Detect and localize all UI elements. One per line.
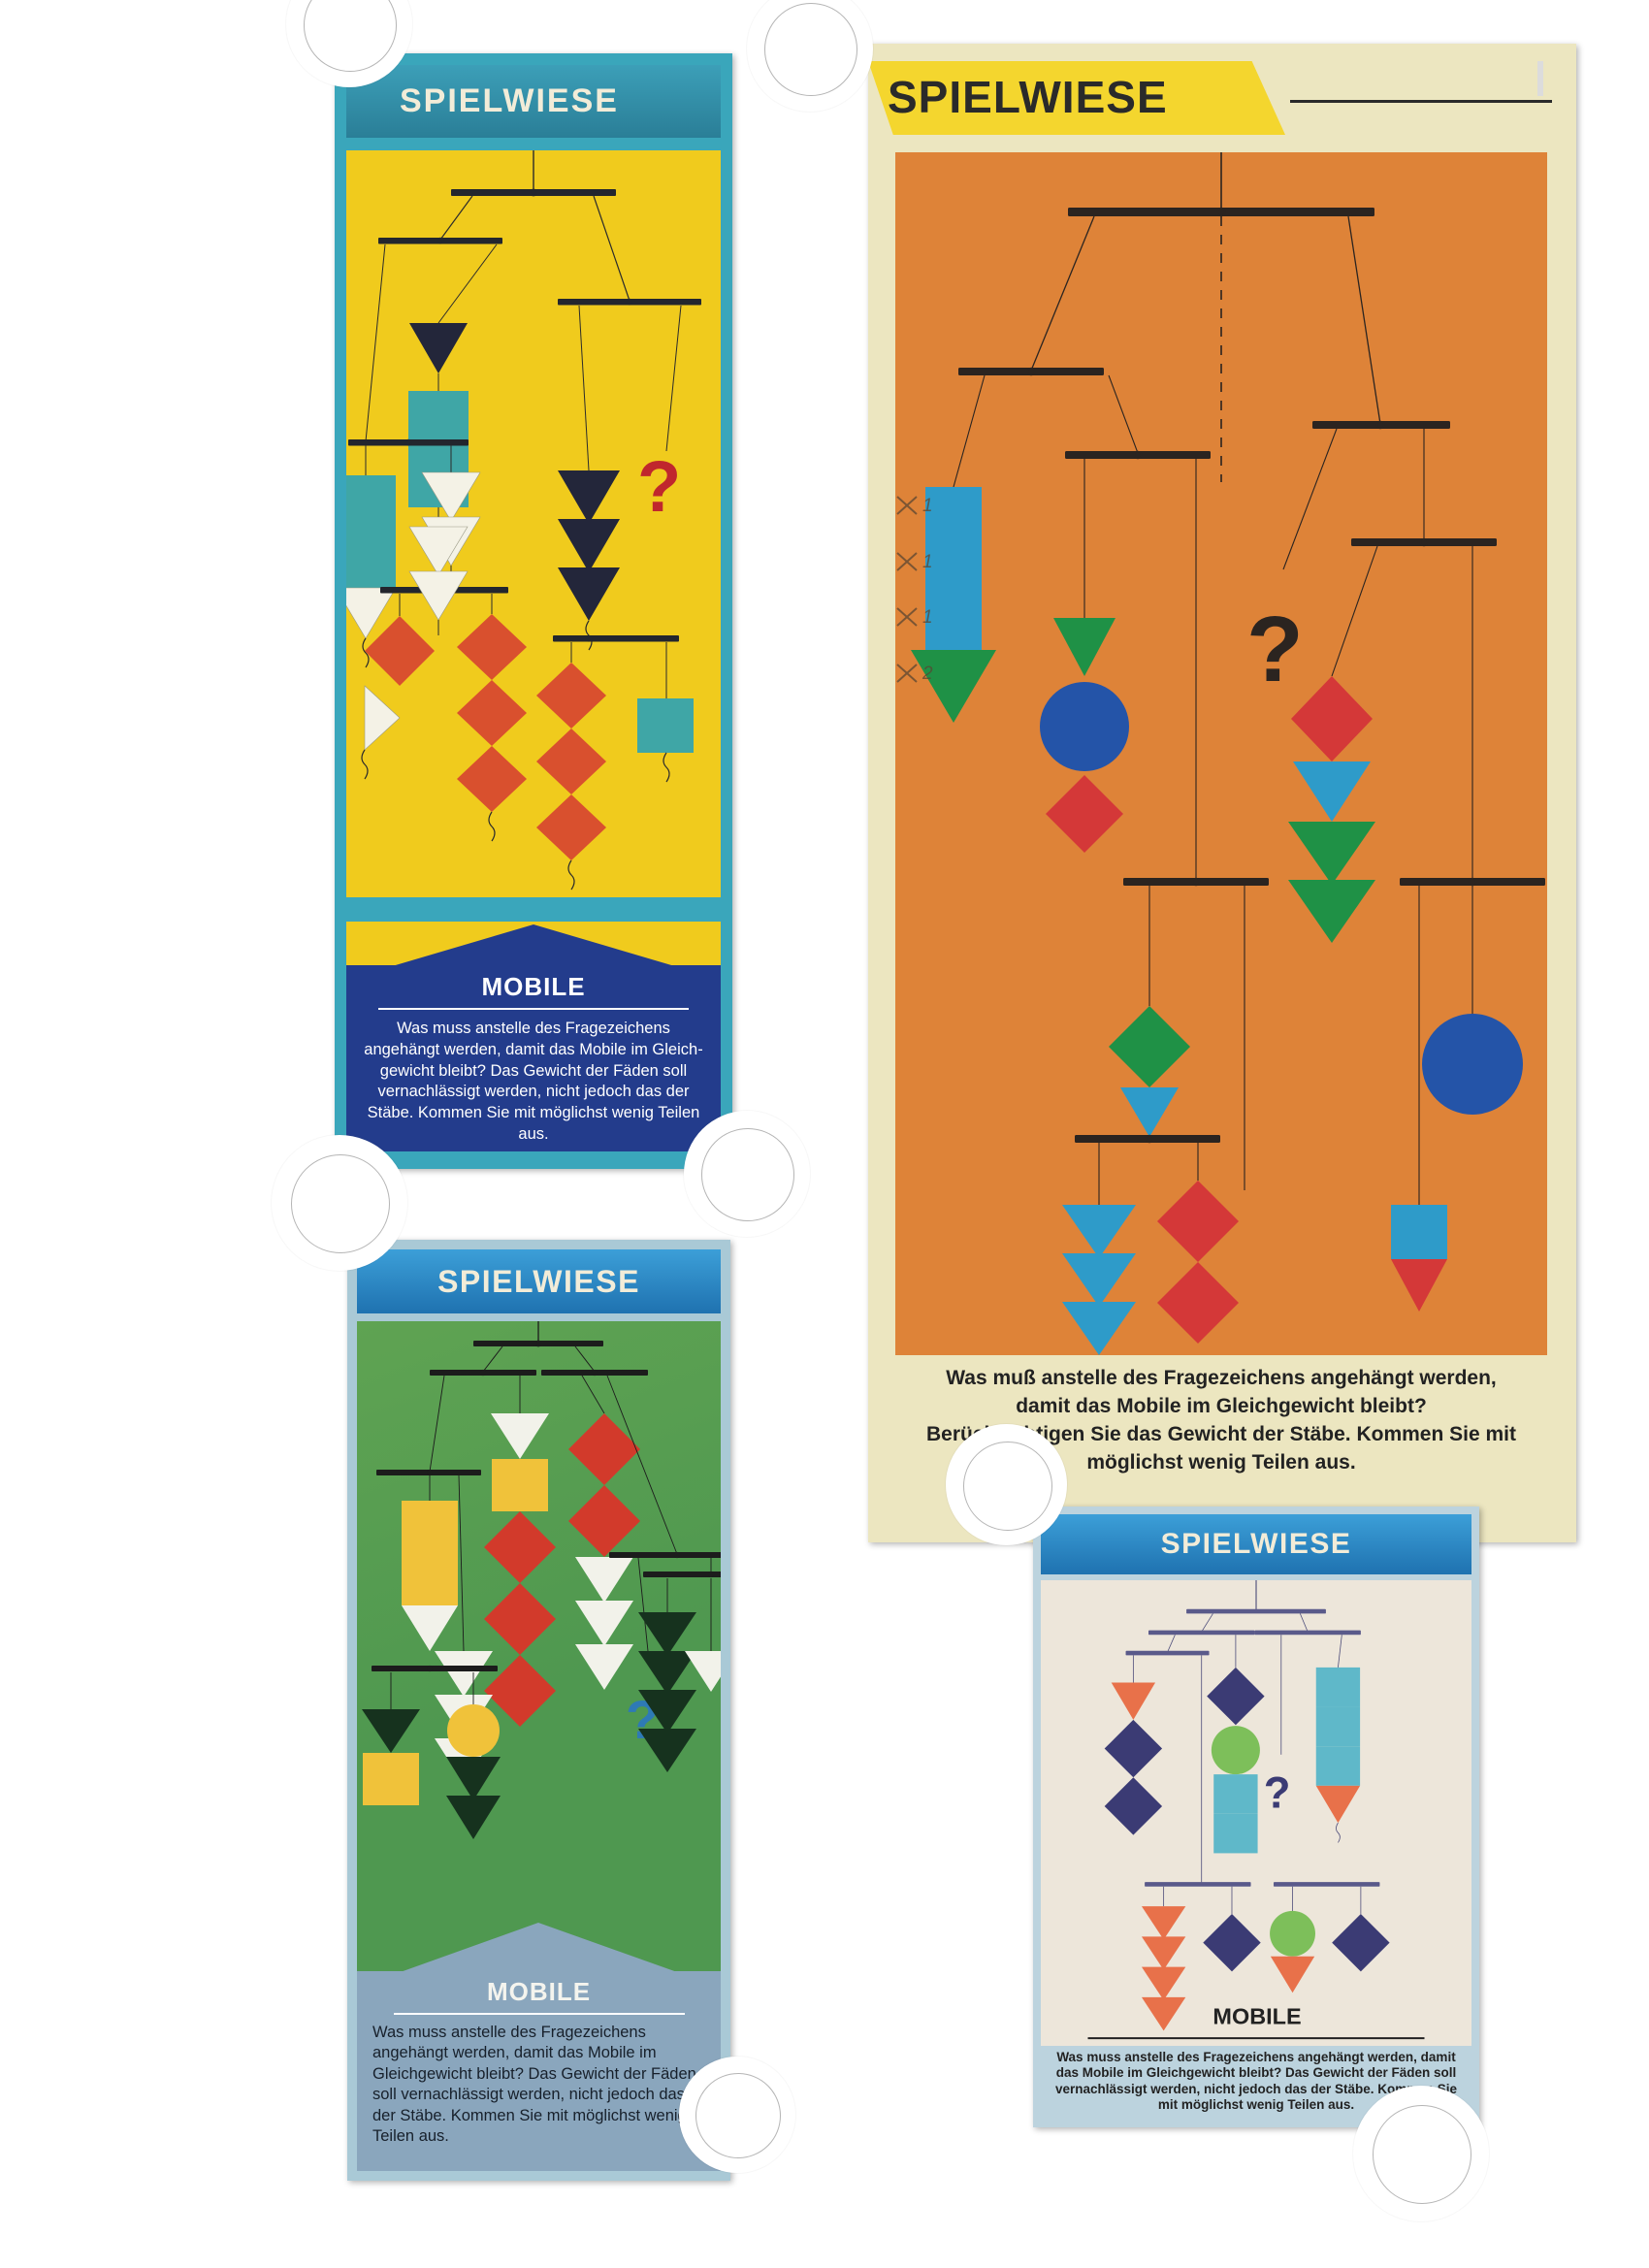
svg-text:1: 1 [922, 607, 933, 628]
svg-text:2: 2 [922, 664, 933, 684]
svg-text:1: 1 [922, 496, 933, 516]
svg-text:1: 1 [922, 552, 933, 572]
svg-text:?: ? [1246, 598, 1304, 701]
svg-text:?: ? [637, 446, 681, 527]
svg-text:MOBILE: MOBILE [1212, 2003, 1301, 2028]
svg-text:?: ? [1264, 1768, 1291, 1818]
